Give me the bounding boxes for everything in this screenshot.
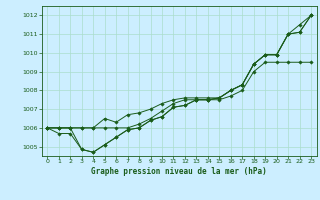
X-axis label: Graphe pression niveau de la mer (hPa): Graphe pression niveau de la mer (hPa) <box>91 167 267 176</box>
